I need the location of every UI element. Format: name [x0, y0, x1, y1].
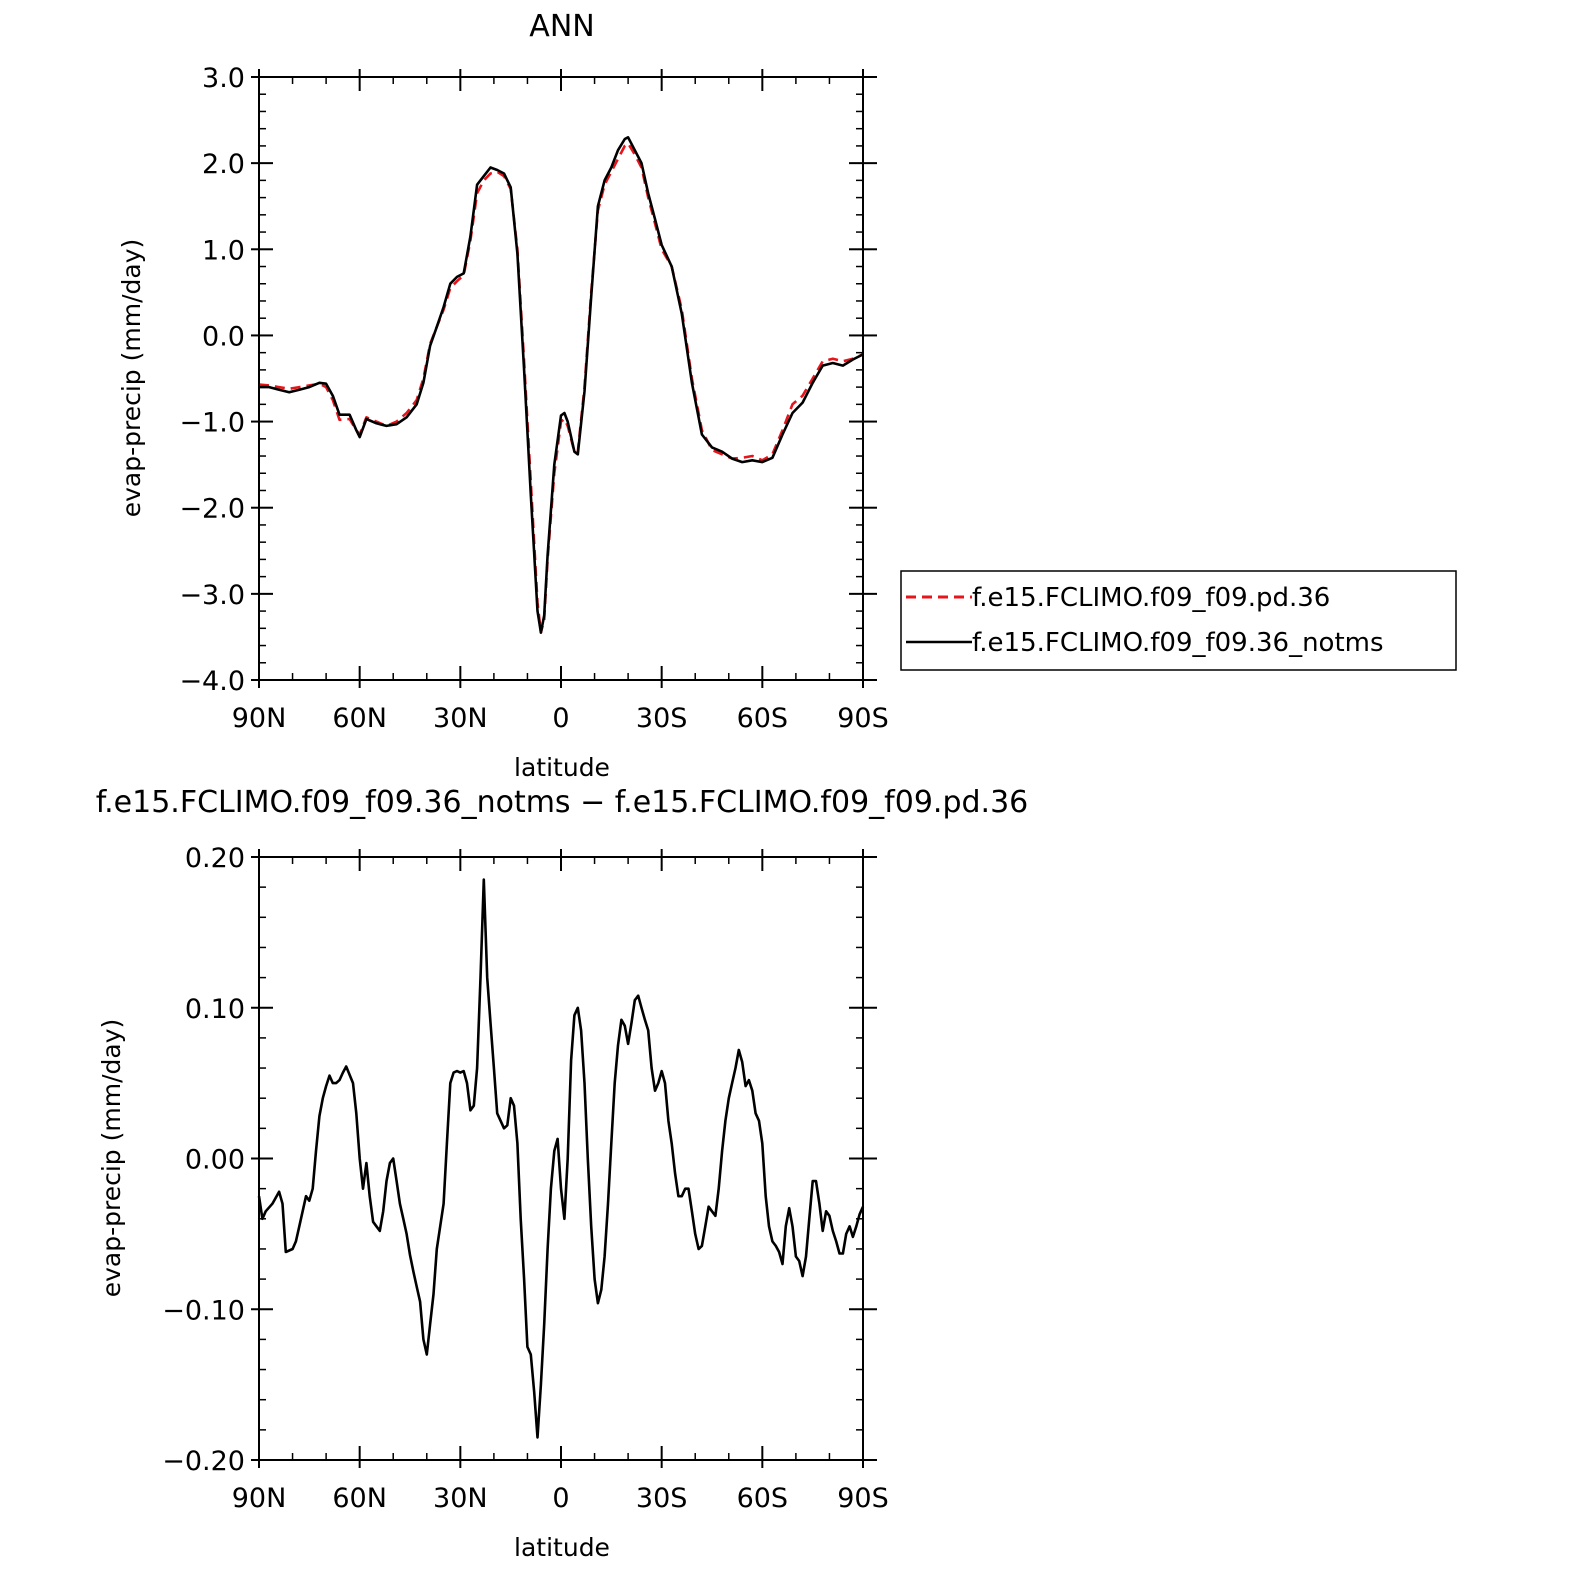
y-tick-label: 1.0: [202, 235, 245, 266]
legend-box: [900, 570, 1457, 671]
x-tick-label: 90S: [837, 703, 889, 734]
y-tick-label: 0.10: [185, 994, 245, 1025]
y-tick-label: −0.20: [162, 1446, 245, 1477]
y-tick-label: 0.00: [185, 1145, 245, 1176]
y-tick-label: 3.0: [202, 63, 245, 94]
top-y-axis-label: evap-precip (mm/day): [117, 239, 146, 518]
series-line-0-1: [259, 136, 864, 634]
bottom-series-lines: [257, 878, 865, 1439]
x-tick-label: 60N: [332, 703, 387, 734]
series-line-0-0: [258, 142, 864, 634]
y-tick-label: −3.0: [179, 580, 245, 611]
legend: f.e15.FCLIMO.f09_f09.pd.36 f.e15.FCLIMO.…: [900, 570, 1457, 671]
x-tick-label: 30S: [636, 703, 688, 734]
x-tick-label: 60S: [737, 1483, 789, 1514]
y-tick-label: 2.0: [202, 149, 245, 180]
top-series-lines: [258, 136, 864, 634]
top-axis-ticks: 90N 60N 30N 0 30S 60S 90S 3.0 2.0 1.0 0.0 −1.0 −2.0 −…: [179, 63, 888, 734]
top-plot-frame: [258, 76, 864, 681]
bottom-chart-title: f.e15.FCLIMO.f09_f09.36_notms − f.e15.FC…: [96, 785, 1029, 820]
bottom-axis-ticks: 90N 60N 30N 0 30S 60S 90S 0.20 0.10 0.00 −0.10 −0.2…: [162, 843, 889, 1514]
x-tick-label: 60S: [737, 703, 789, 734]
bottom-x-axis-label: latitude: [514, 1533, 610, 1562]
x-tick-label: 90S: [837, 1483, 889, 1514]
y-tick-label: −4.0: [179, 666, 245, 697]
top-chart-title: ANN: [529, 9, 594, 44]
bottom-panel: f.e15.FCLIMO.f09_f09.36_notms − f.e15.FC…: [96, 785, 1029, 1562]
x-tick-label: 90N: [232, 703, 287, 734]
top-x-axis-label: latitude: [514, 753, 610, 782]
y-tick-label: −1.0: [179, 408, 245, 439]
legend-label-pd36: f.e15.FCLIMO.f09_f09.pd.36: [972, 583, 1330, 613]
bottom-plot-frame: [258, 856, 864, 1461]
x-tick-label: 60N: [332, 1483, 387, 1514]
x-tick-label: 30S: [636, 1483, 688, 1514]
x-tick-label: 90N: [232, 1483, 287, 1514]
bottom-y-axis-label: evap-precip (mm/day): [97, 1019, 126, 1298]
x-tick-label: 0: [552, 1483, 569, 1514]
legend-label-notms: f.e15.FCLIMO.f09_f09.36_notms: [972, 628, 1384, 658]
top-panel: ANN evap-precip (mm/day) latitude 90N 60N…: [117, 9, 1457, 782]
y-tick-label: 0.0: [202, 321, 245, 352]
series-line-1-0: [257, 878, 865, 1439]
x-tick-label: 30N: [433, 1483, 488, 1514]
x-tick-label: 30N: [433, 703, 488, 734]
y-tick-label: −0.10: [162, 1295, 245, 1326]
x-tick-label: 0: [552, 703, 569, 734]
y-tick-label: 0.20: [185, 843, 245, 874]
y-tick-label: −2.0: [179, 494, 245, 525]
